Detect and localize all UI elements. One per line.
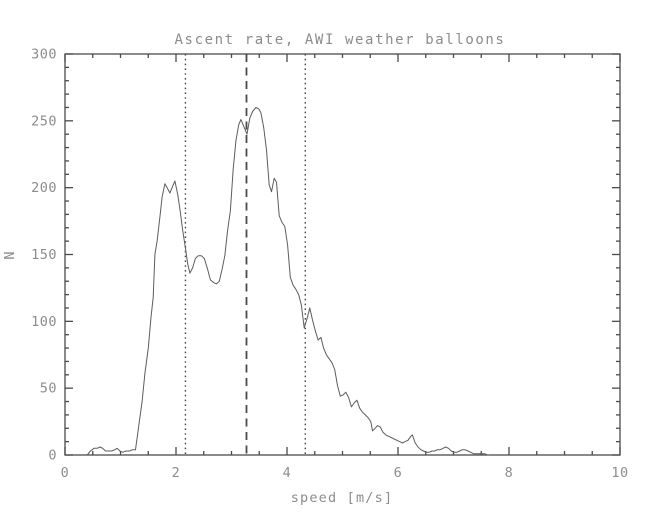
series-layer (86, 107, 491, 456)
labels-layer: Ascent rate, AWI weather balloons speed … (2, 32, 506, 506)
y-tick-label: 100 (31, 314, 57, 330)
y-tick-label: 250 (31, 113, 57, 129)
x-axis-label: speed [m/s] (291, 490, 394, 506)
y-tick-label: 150 (31, 247, 57, 263)
ascent-rate-distribution (86, 107, 491, 456)
x-tick-label: 8 (505, 465, 514, 481)
y-tick-label: 0 (48, 448, 57, 464)
x-tick-label: 10 (611, 465, 628, 481)
x-tick-label: 4 (283, 465, 292, 481)
y-axis-label: N (2, 250, 18, 259)
x-tick-label: 0 (61, 465, 70, 481)
chart-title: Ascent rate, AWI weather balloons (175, 32, 506, 48)
y-tick-label: 50 (40, 381, 57, 397)
y-tick-label: 200 (31, 180, 57, 196)
x-tick-label: 6 (394, 465, 403, 481)
markers-layer (184, 54, 307, 455)
y-tick-label: 300 (31, 47, 57, 63)
x-tick-label: 2 (172, 465, 181, 481)
